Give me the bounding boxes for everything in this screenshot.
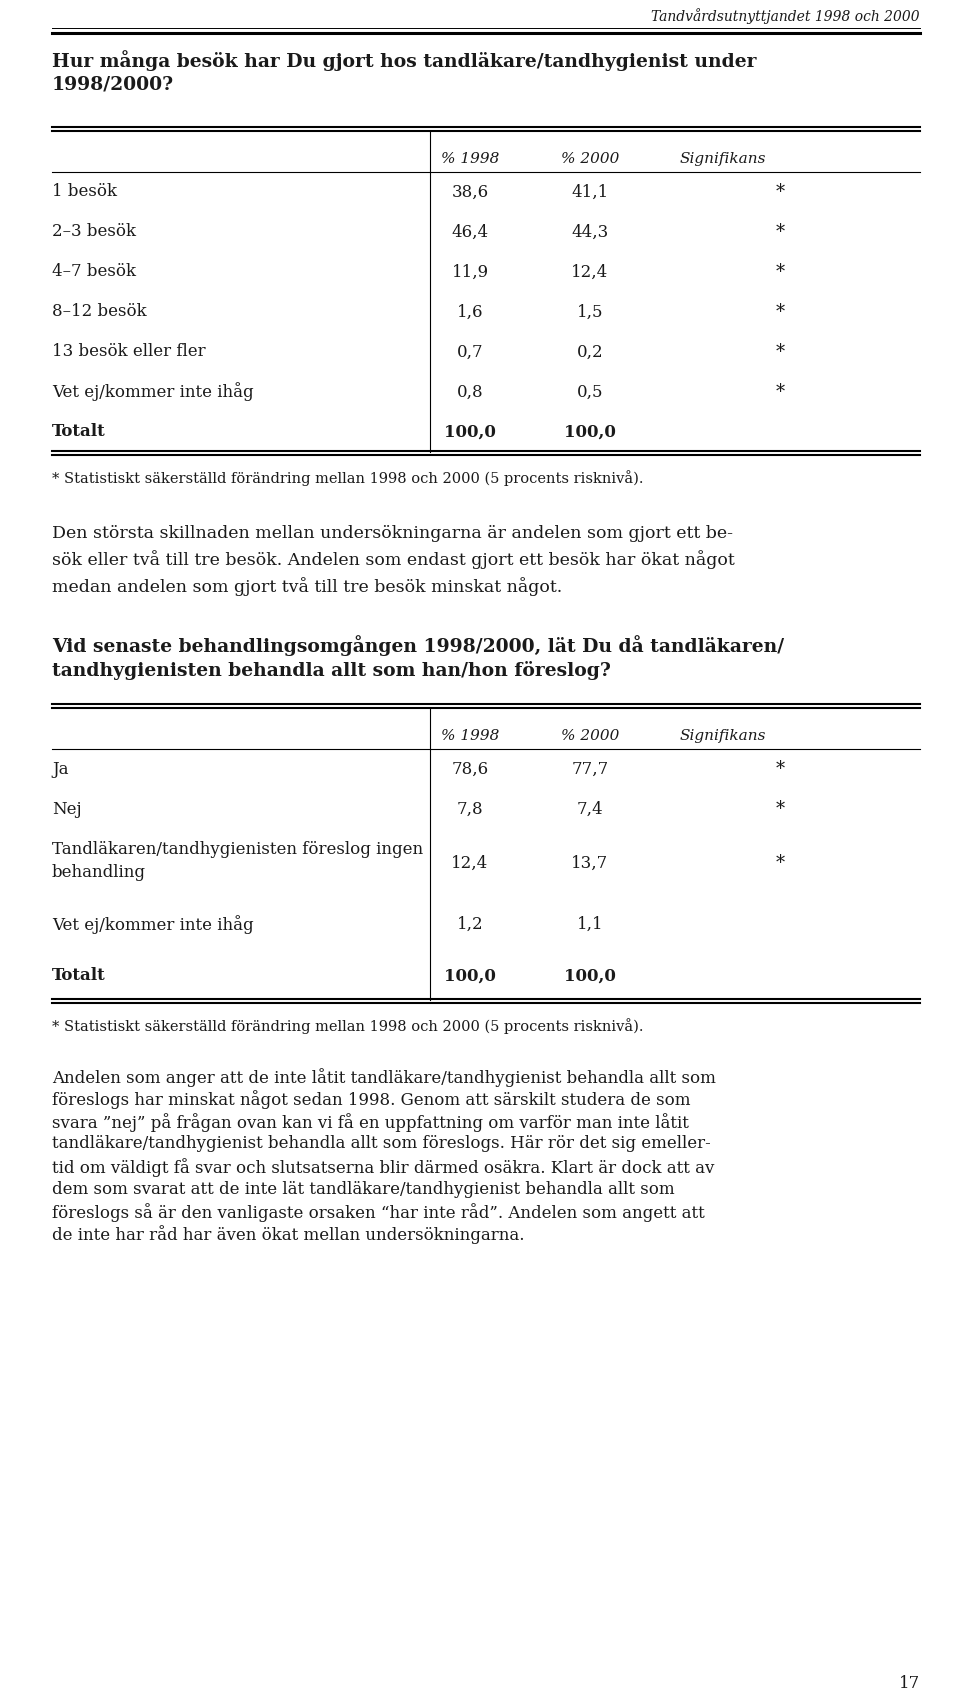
Text: *: * bbox=[776, 182, 784, 201]
Text: Tandläkaren/tandhygienisten föreslog ingen
behandling: Tandläkaren/tandhygienisten föreslog ing… bbox=[52, 841, 423, 881]
Text: Totalt: Totalt bbox=[52, 967, 106, 984]
Text: *: * bbox=[776, 760, 784, 777]
Text: 100,0: 100,0 bbox=[444, 967, 496, 984]
Text: Hur många besök har Du gjort hos tandläkare/tandhygienist under
1998/2000?: Hur många besök har Du gjort hos tandläk… bbox=[52, 49, 756, 94]
Text: Andelen som anger att de inte låtit tandläkare/tandhygienist behandla allt som: Andelen som anger att de inte låtit tand… bbox=[52, 1067, 716, 1086]
Text: 7,4: 7,4 bbox=[577, 801, 603, 817]
Text: 1 besök: 1 besök bbox=[52, 184, 117, 201]
Text: 1,6: 1,6 bbox=[457, 303, 483, 321]
Text: de inte har råd har även ökat mellan undersökningarna.: de inte har råd har även ökat mellan und… bbox=[52, 1226, 524, 1245]
Text: *: * bbox=[776, 343, 784, 361]
Text: Tandvårdsutnyttjandet 1998 och 2000: Tandvårdsutnyttjandet 1998 och 2000 bbox=[652, 9, 920, 24]
Text: % 2000: % 2000 bbox=[561, 730, 619, 743]
Text: Vet ej/kommer inte ihåg: Vet ej/kommer inte ihåg bbox=[52, 916, 253, 934]
Text: Totalt: Totalt bbox=[52, 423, 106, 440]
Text: dem som svarat att de inte lät tandläkare/tandhygienist behandla allt som: dem som svarat att de inte lät tandläkar… bbox=[52, 1180, 675, 1197]
Text: 7,8: 7,8 bbox=[457, 801, 483, 817]
Text: Signifikans: Signifikans bbox=[680, 730, 766, 743]
Text: 11,9: 11,9 bbox=[451, 264, 489, 281]
Text: % 1998: % 1998 bbox=[441, 730, 499, 743]
Text: föreslogs har minskat något sedan 1998. Genom att särskilt studera de som: föreslogs har minskat något sedan 1998. … bbox=[52, 1091, 690, 1110]
Text: 12,4: 12,4 bbox=[571, 264, 609, 281]
Text: * Statistiskt säkerställd förändring mellan 1998 och 2000 (5 procents risknivå).: * Statistiskt säkerställd förändring mel… bbox=[52, 471, 643, 486]
Text: Vet ej/kommer inte ihåg: Vet ej/kommer inte ihåg bbox=[52, 382, 253, 401]
Text: 78,6: 78,6 bbox=[451, 760, 489, 777]
Text: Signifikans: Signifikans bbox=[680, 152, 766, 165]
Text: 1,2: 1,2 bbox=[457, 916, 483, 933]
Text: % 2000: % 2000 bbox=[561, 152, 619, 165]
Text: 100,0: 100,0 bbox=[444, 423, 496, 440]
Text: * Statistiskt säkerställd förändring mellan 1998 och 2000 (5 procents risknivå).: * Statistiskt säkerställd förändring mel… bbox=[52, 1018, 643, 1033]
Text: 1,5: 1,5 bbox=[577, 303, 603, 321]
Text: 13,7: 13,7 bbox=[571, 854, 609, 871]
Text: 13 besök eller fler: 13 besök eller fler bbox=[52, 343, 205, 360]
Text: svara ”nej” på frågan ovan kan vi få en uppfattning om varför man inte låtit: svara ”nej” på frågan ovan kan vi få en … bbox=[52, 1113, 689, 1132]
Text: 4–7 besök: 4–7 besök bbox=[52, 264, 136, 281]
Text: tandläkare/tandhygienist behandla allt som föreslogs. Här rör det sig emeller-: tandläkare/tandhygienist behandla allt s… bbox=[52, 1136, 710, 1153]
Text: 0,2: 0,2 bbox=[577, 343, 603, 360]
Text: tid om väldigt få svar och slutsatserna blir därmed osäkra. Klart är dock att av: tid om väldigt få svar och slutsatserna … bbox=[52, 1158, 714, 1176]
Text: 2–3 besök: 2–3 besök bbox=[52, 223, 136, 240]
Text: 100,0: 100,0 bbox=[564, 967, 616, 984]
Text: 77,7: 77,7 bbox=[571, 760, 609, 777]
Text: 0,7: 0,7 bbox=[457, 343, 483, 360]
Text: 44,3: 44,3 bbox=[571, 223, 609, 240]
Text: *: * bbox=[776, 800, 784, 818]
Text: 100,0: 100,0 bbox=[564, 423, 616, 440]
Text: *: * bbox=[776, 854, 784, 871]
Text: Den största skillnaden mellan undersökningarna är andelen som gjort ett be-
sök : Den största skillnaden mellan undersökni… bbox=[52, 525, 734, 597]
Text: *: * bbox=[776, 303, 784, 321]
Text: *: * bbox=[776, 223, 784, 240]
Text: *: * bbox=[776, 384, 784, 401]
Text: 17: 17 bbox=[899, 1674, 920, 1691]
Text: 38,6: 38,6 bbox=[451, 184, 489, 201]
Text: % 1998: % 1998 bbox=[441, 152, 499, 165]
Text: 0,5: 0,5 bbox=[577, 384, 603, 401]
Text: *: * bbox=[776, 263, 784, 281]
Text: 46,4: 46,4 bbox=[451, 223, 489, 240]
Text: Ja: Ja bbox=[52, 760, 68, 777]
Text: 1,1: 1,1 bbox=[577, 916, 603, 933]
Text: 12,4: 12,4 bbox=[451, 854, 489, 871]
Text: 0,8: 0,8 bbox=[457, 384, 483, 401]
Text: 41,1: 41,1 bbox=[571, 184, 609, 201]
Text: Vid senaste behandlingsomgången 1998/2000, lät Du då tandläkaren/
tandhygieniste: Vid senaste behandlingsomgången 1998/200… bbox=[52, 634, 784, 680]
Text: 8–12 besök: 8–12 besök bbox=[52, 303, 147, 321]
Text: föreslogs så är den vanligaste orsaken “har inte råd”. Andelen som angett att: föreslogs så är den vanligaste orsaken “… bbox=[52, 1204, 705, 1222]
Text: Nej: Nej bbox=[52, 801, 82, 817]
